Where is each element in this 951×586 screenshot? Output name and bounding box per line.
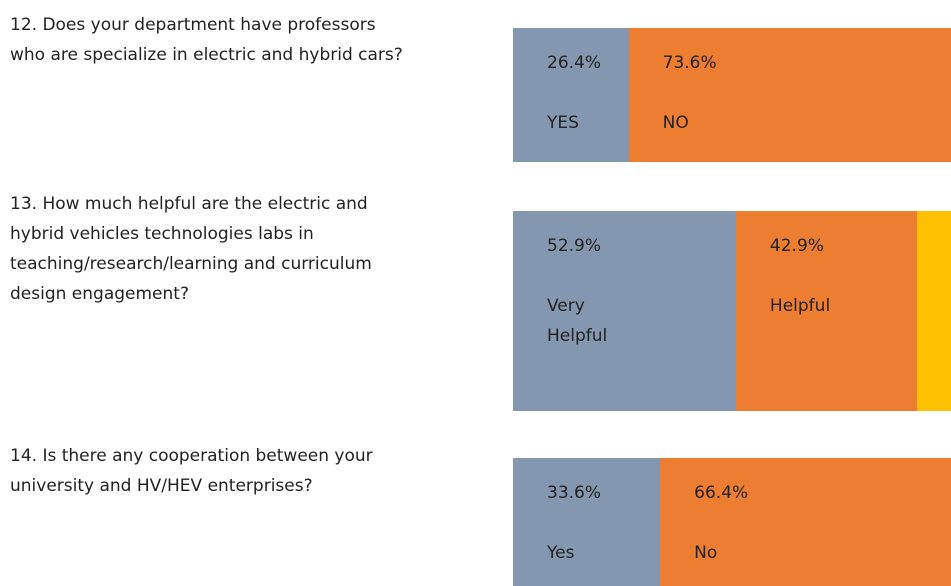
segment-name: Yes (547, 543, 575, 563)
bar-segment: 66.4% No (660, 458, 951, 586)
question: 12. Does your department have professors… (10, 15, 403, 65)
segment-name: NO (662, 113, 689, 133)
bar-segment: 26.4% YES (513, 28, 629, 162)
segment-name: YES (547, 113, 579, 133)
bar-segment: 33.6% Yes (513, 458, 661, 586)
bar-segment: 52.9% Very Helpful (513, 211, 736, 411)
value-label: 73.6% (662, 53, 717, 73)
value-label: 33.6% (547, 483, 602, 503)
value-label: 52.9% (547, 236, 602, 256)
stacked-bar: 52.9% Very Helpful 42.9% Helpful 4.2%No (513, 211, 951, 411)
stacked-bar: 26.4% YES 73.6% NO (513, 28, 951, 162)
stacked-bar: 33.6% Yes 66.4% No (513, 458, 951, 586)
segment-name: Very Helpful (547, 296, 608, 346)
bar-segment: 42.9% Helpful (735, 211, 917, 411)
value-label: 42.9% (769, 236, 824, 256)
question: 14. Is there any cooperation between you… (10, 446, 373, 496)
question: 13. How much helpful are the electric an… (10, 194, 372, 304)
value-label: 66.4% (694, 483, 749, 503)
bar-segment: 4.2%No (917, 211, 951, 411)
value-label: 26.4% (547, 53, 602, 73)
bar-segment: 73.6% NO (628, 28, 951, 162)
segment-name: No (694, 543, 718, 563)
segment-name: Helpful (769, 296, 831, 316)
